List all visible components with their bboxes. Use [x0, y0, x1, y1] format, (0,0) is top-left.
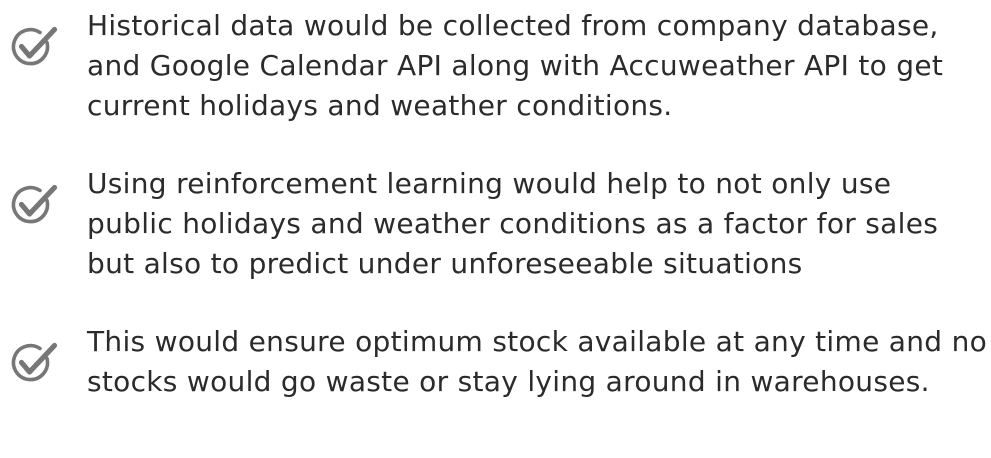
bullet-line: and Google Calendar API along with Accuw…	[87, 49, 944, 82]
bullet-line: Using reinforcement learning would help …	[87, 167, 892, 200]
bullet-line: This would ensure optimum stock availabl…	[87, 325, 988, 358]
bullet-line: public holidays and weather conditions a…	[87, 207, 939, 240]
bullet-text: Using reinforcement learning would help …	[87, 164, 987, 284]
bullet-line: but also to predict under unforeseeable …	[87, 247, 803, 280]
bullet-text: This would ensure optimum stock availabl…	[87, 322, 987, 402]
bullet-line: stocks would go waste or stay lying arou…	[87, 365, 930, 398]
checkmark-circle-icon	[10, 184, 58, 226]
checkmark-circle-icon	[10, 342, 58, 384]
bullet-line: current holidays and weather conditions.	[87, 89, 673, 122]
checkmark-circle-icon	[10, 26, 58, 68]
bullet-text: Historical data would be collected from …	[87, 6, 987, 126]
bullet-line: Historical data would be collected from …	[87, 9, 939, 42]
